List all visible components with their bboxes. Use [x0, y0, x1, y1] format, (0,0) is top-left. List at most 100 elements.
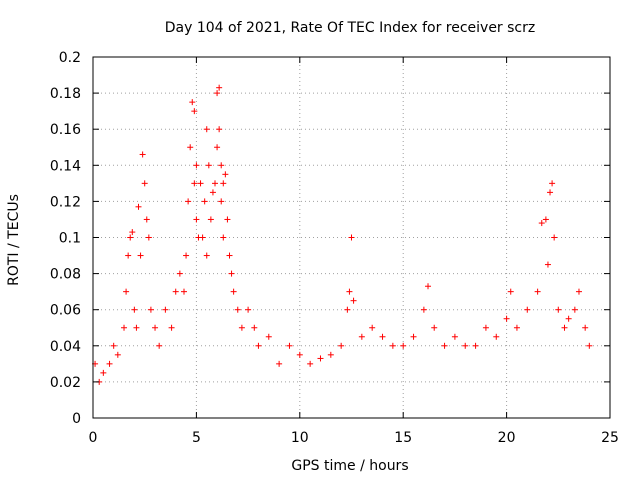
data-point	[575, 288, 582, 295]
data-point	[513, 324, 520, 331]
y-tick-label: 0.16	[50, 122, 81, 138]
data-point	[350, 297, 357, 304]
data-point	[582, 324, 589, 331]
data-point	[172, 288, 179, 295]
data-point	[220, 234, 227, 241]
data-point	[344, 306, 351, 313]
y-tick-label: 0.2	[59, 50, 81, 66]
data-point	[565, 315, 572, 322]
data-point	[133, 324, 140, 331]
x-tick-label: 0	[89, 430, 98, 446]
data-point	[193, 162, 200, 169]
data-point	[524, 306, 531, 313]
data-point	[216, 126, 223, 133]
data-point	[472, 342, 479, 349]
data-point	[534, 288, 541, 295]
data-point	[189, 99, 196, 106]
y-tick-label: 0.18	[50, 86, 81, 102]
data-point	[420, 306, 427, 313]
data-point	[191, 180, 198, 187]
data-point	[127, 234, 134, 241]
data-point	[180, 288, 187, 295]
y-axis-label: ROTI / TECUs	[6, 194, 22, 286]
x-tick-label: 10	[291, 430, 309, 446]
data-point	[389, 342, 396, 349]
data-point	[586, 342, 593, 349]
data-point	[561, 324, 568, 331]
chart-title: Day 104 of 2021, Rate Of TEC Index for r…	[165, 20, 535, 36]
data-point	[168, 324, 175, 331]
data-point	[425, 283, 432, 290]
data-point	[147, 306, 154, 313]
y-axis-ticks: 0 0.02 0.04 0.06 0.08 0.1 0.12 0.14 0.16 0.18 0.2	[50, 50, 610, 427]
data-point	[145, 234, 152, 241]
data-point	[451, 333, 458, 340]
data-point	[538, 220, 545, 227]
data-point	[296, 351, 303, 358]
data-point	[203, 252, 210, 259]
y-tick-label: 0.06	[50, 303, 81, 319]
data-point	[265, 333, 272, 340]
data-point	[544, 261, 551, 268]
data-point	[507, 288, 514, 295]
data-point	[226, 252, 233, 259]
data-point	[222, 171, 229, 178]
data-point	[220, 180, 227, 187]
data-point	[193, 216, 200, 223]
data-point	[224, 216, 231, 223]
data-point	[228, 270, 235, 277]
data-point	[571, 306, 578, 313]
x-axis-label: GPS time / hours	[291, 458, 408, 474]
data-point	[162, 306, 169, 313]
data-point	[276, 360, 283, 367]
data-point	[218, 198, 225, 205]
x-tick-label: 20	[498, 430, 516, 446]
data-point	[482, 324, 489, 331]
data-point	[216, 84, 223, 91]
data-point	[214, 144, 221, 151]
y-tick-label: 0.12	[50, 194, 81, 210]
data-point	[141, 180, 148, 187]
data-point	[348, 234, 355, 241]
x-tick-label: 25	[601, 430, 619, 446]
y-tick-label: 0.08	[50, 267, 81, 283]
data-point	[207, 216, 214, 223]
data-point	[547, 189, 554, 196]
data-point	[410, 333, 417, 340]
data-point	[542, 216, 549, 223]
data-point	[441, 342, 448, 349]
data-point	[205, 162, 212, 169]
x-tick-label: 5	[192, 430, 201, 446]
y-tick-label: 0.04	[50, 339, 81, 355]
data-point	[307, 360, 314, 367]
data-point	[123, 288, 130, 295]
data-point	[369, 324, 376, 331]
data-point	[143, 216, 150, 223]
data-point	[245, 306, 252, 313]
data-point	[462, 342, 469, 349]
data-point	[218, 162, 225, 169]
data-point	[379, 333, 386, 340]
data-point	[139, 151, 146, 158]
y-tick-label: 0.14	[50, 158, 81, 174]
data-point	[555, 306, 562, 313]
data-point	[203, 126, 210, 133]
data-point	[346, 288, 353, 295]
data-point	[197, 180, 204, 187]
data-point	[129, 229, 136, 236]
data-point	[137, 252, 144, 259]
data-point	[121, 324, 128, 331]
x-axis-ticks: 0 5 10 15 20 25	[89, 57, 619, 446]
data-point	[125, 252, 132, 259]
data-point	[191, 108, 198, 115]
data-point	[114, 351, 121, 358]
y-tick-label: 0	[72, 411, 81, 427]
data-point	[251, 324, 258, 331]
data-point	[212, 180, 219, 187]
data-point	[431, 324, 438, 331]
data-point	[110, 342, 117, 349]
data-point	[176, 270, 183, 277]
data-point	[493, 333, 500, 340]
data-point	[286, 342, 293, 349]
